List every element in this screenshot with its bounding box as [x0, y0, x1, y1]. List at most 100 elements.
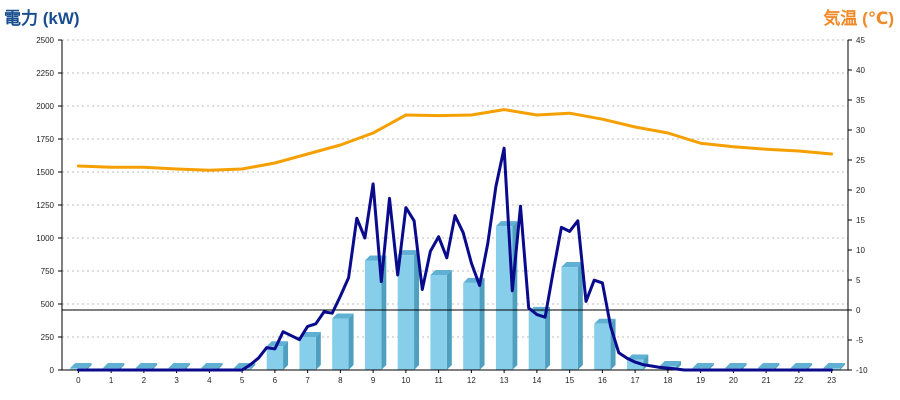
bar-face [332, 318, 349, 370]
y1-tick-label: 2250 [36, 69, 54, 78]
y1-tick-label: 500 [41, 300, 55, 309]
y1-tick-label: 1750 [36, 135, 54, 144]
bar-11 [430, 269, 452, 370]
x-tick-label: 22 [794, 376, 803, 385]
y2-tick-label: -10 [856, 366, 868, 375]
x-tick-label: 19 [696, 376, 705, 385]
bar-side [479, 277, 485, 370]
bar-side [807, 363, 813, 370]
x-tick-label: 16 [598, 376, 607, 385]
y2-tick-label: 15 [856, 216, 865, 225]
bar-8 [332, 313, 354, 370]
bar-face [430, 274, 447, 370]
tick-labels: 02505007501000125015001750200022502500-1… [36, 36, 868, 385]
y2-tick-label: 45 [856, 36, 865, 45]
bar-6 [266, 341, 289, 370]
bar-7 [299, 332, 321, 370]
bar-13 [495, 221, 518, 370]
x-tick-label: 13 [500, 376, 509, 385]
bar-12 [463, 277, 485, 370]
bar-side [283, 341, 289, 370]
bar-top [692, 363, 714, 369]
x-tick-label: 1 [109, 376, 114, 385]
bar-top [70, 363, 92, 369]
bar-top [364, 255, 387, 261]
bar-9 [364, 255, 387, 370]
bar-face [561, 267, 578, 370]
bar-face [463, 282, 480, 370]
bar-series [70, 221, 845, 370]
x-tick-label: 6 [273, 376, 278, 385]
bar-top [757, 363, 780, 369]
x-tick-label: 0 [76, 376, 81, 385]
bar-face [626, 359, 644, 370]
bar-side [774, 363, 780, 370]
x-tick-label: 14 [532, 376, 541, 385]
bar-side [250, 363, 256, 370]
bar-face [364, 260, 382, 370]
x-tick-label: 2 [142, 376, 147, 385]
bar-top [332, 313, 354, 319]
bar-top [495, 221, 518, 227]
y2-axis-title: 気温 (℃) [823, 9, 894, 28]
x-tick-label: 12 [467, 376, 476, 385]
y1-tick-label: 750 [41, 267, 55, 276]
x-tick-label: 5 [240, 376, 245, 385]
bar-side [119, 363, 125, 370]
y1-tick-label: 2500 [36, 36, 54, 45]
y2-tick-label: 40 [856, 66, 865, 75]
y1-axis-title: 電力 (kW) [4, 9, 80, 28]
y1-tick-label: 0 [50, 366, 55, 375]
y1-tick-label: 1500 [36, 168, 54, 177]
bar-side [184, 363, 190, 370]
bar-side [315, 332, 321, 370]
bar-top [135, 363, 158, 369]
bar-top [561, 262, 583, 268]
y2-tick-label: 5 [856, 276, 861, 285]
bar-face [495, 226, 513, 370]
y2-tick-label: 10 [856, 246, 865, 255]
bar-side [708, 363, 714, 370]
x-tick-label: 9 [371, 376, 376, 385]
bar-top [659, 361, 682, 367]
x-tick-label: 21 [762, 376, 771, 385]
x-tick-label: 4 [207, 376, 212, 385]
y2-tick-label: -5 [856, 336, 864, 345]
bar-face [528, 311, 546, 370]
x-tick-label: 23 [827, 376, 836, 385]
bar-face [397, 255, 415, 370]
bar-top [168, 363, 190, 369]
x-tick-label: 8 [338, 376, 343, 385]
x-tick-label: 3 [174, 376, 179, 385]
bar-top [823, 363, 845, 369]
axes [58, 39, 852, 373]
bar-top [201, 363, 223, 369]
bar-side [741, 363, 747, 370]
bar-side [839, 363, 845, 370]
bar-top [626, 354, 649, 360]
bar-16 [594, 318, 616, 370]
bar-top [102, 363, 125, 369]
y1-tick-label: 2000 [36, 102, 54, 111]
y2-tick-label: 0 [856, 306, 861, 315]
bar-top [397, 250, 420, 256]
temperature-line [76, 108, 834, 172]
x-tick-label: 11 [434, 376, 443, 385]
bar-top [725, 363, 747, 369]
bar-side [446, 269, 452, 370]
bar-side [86, 363, 92, 370]
bar-face [594, 323, 611, 370]
y2-tick-label: 20 [856, 186, 865, 195]
y1-tick-label: 1000 [36, 234, 54, 243]
x-tick-label: 20 [729, 376, 738, 385]
bar-side [381, 255, 387, 370]
line-series [76, 108, 834, 372]
bar-face [299, 337, 316, 370]
y2-tick-label: 25 [856, 156, 865, 165]
bar-side [577, 262, 583, 370]
y1-tick-label: 1250 [36, 201, 54, 210]
x-tick-label: 10 [401, 376, 410, 385]
y1-tick-label: 250 [41, 333, 55, 342]
y2-tick-label: 30 [856, 126, 865, 135]
